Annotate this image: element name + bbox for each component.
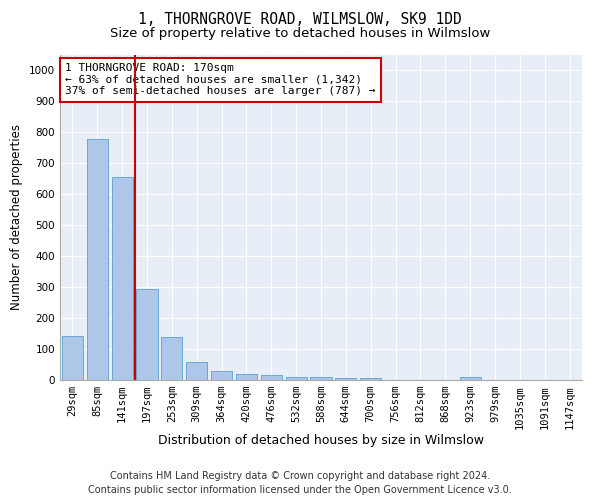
X-axis label: Distribution of detached houses by size in Wilmslow: Distribution of detached houses by size … [158, 434, 484, 447]
Text: 1 THORNGROVE ROAD: 170sqm
← 63% of detached houses are smaller (1,342)
37% of se: 1 THORNGROVE ROAD: 170sqm ← 63% of detac… [65, 63, 376, 96]
Bar [136, 288, 158, 380]
Bar [186, 362, 207, 380]
Text: Size of property relative to detached houses in Wilmslow: Size of property relative to detached ho… [110, 28, 490, 40]
Bar [211, 370, 232, 380]
Bar [112, 177, 133, 380]
Bar [286, 377, 307, 380]
Bar [360, 378, 381, 380]
Bar [62, 336, 83, 380]
Bar [236, 374, 257, 380]
Bar [310, 377, 332, 380]
Text: 1, THORNGROVE ROAD, WILMSLOW, SK9 1DD: 1, THORNGROVE ROAD, WILMSLOW, SK9 1DD [138, 12, 462, 28]
Text: Contains HM Land Registry data © Crown copyright and database right 2024.
Contai: Contains HM Land Registry data © Crown c… [88, 471, 512, 495]
Bar [261, 375, 282, 380]
Bar [335, 378, 356, 380]
Bar [460, 377, 481, 380]
Bar [87, 139, 108, 380]
Y-axis label: Number of detached properties: Number of detached properties [10, 124, 23, 310]
Bar [161, 338, 182, 380]
